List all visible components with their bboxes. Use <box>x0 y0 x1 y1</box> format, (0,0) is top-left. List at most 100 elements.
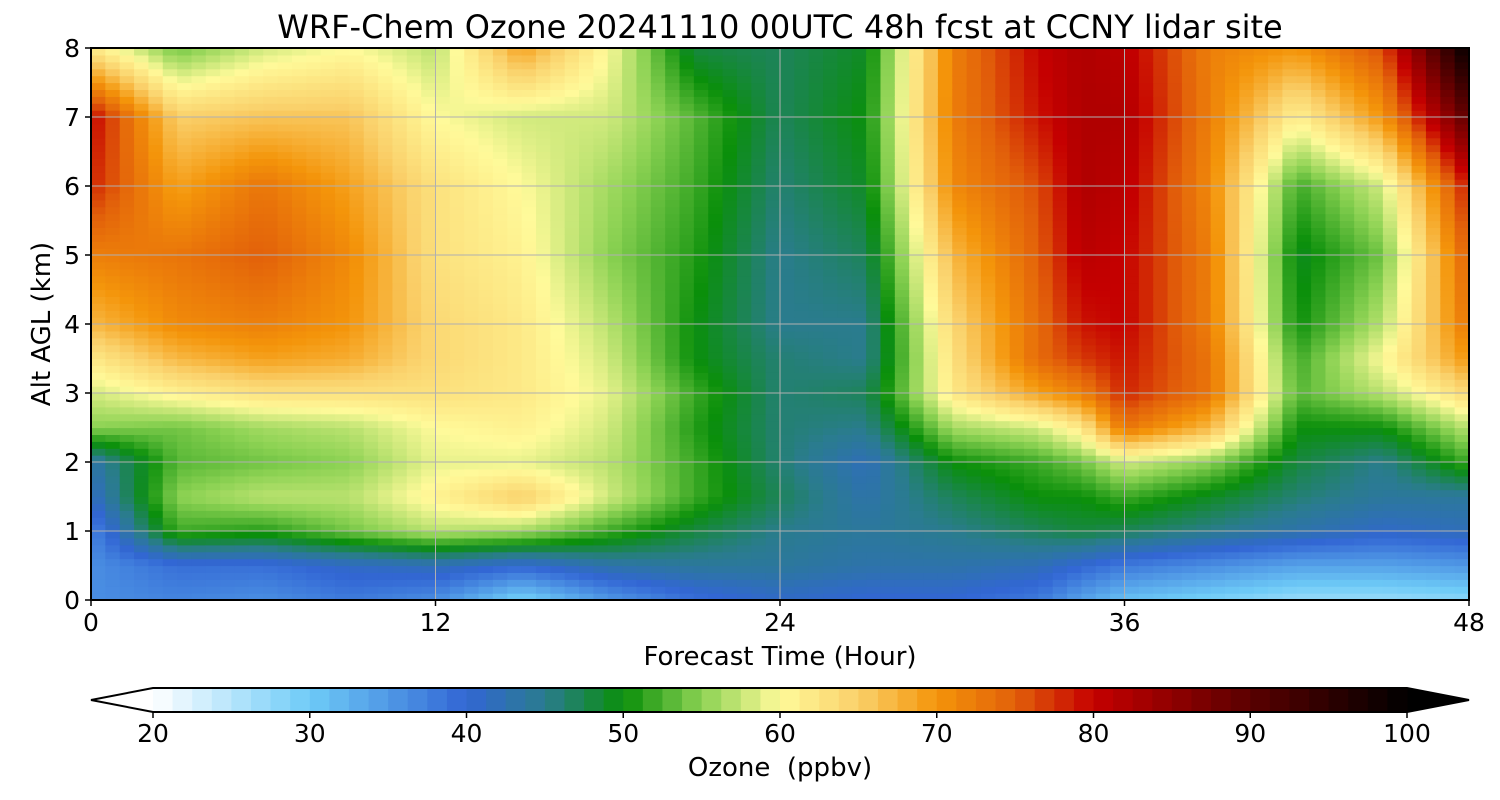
heatmap-cell <box>349 551 365 560</box>
heatmap-cell <box>923 489 939 498</box>
heatmap-cell <box>449 337 465 346</box>
heatmap-cell <box>952 103 968 111</box>
heatmap-cell <box>550 179 566 187</box>
heatmap-cell <box>105 282 121 291</box>
heatmap-cell <box>665 406 681 415</box>
heatmap-cell <box>234 241 250 249</box>
heatmap-cell <box>378 206 394 215</box>
heatmap-cell <box>335 199 350 208</box>
heatmap-cell <box>952 572 968 580</box>
heatmap-cell <box>837 289 853 297</box>
heatmap-cell <box>421 531 437 539</box>
heatmap-cell <box>722 158 738 166</box>
heatmap-cell <box>550 317 566 325</box>
heatmap-cell <box>808 468 824 477</box>
heatmap-cell <box>909 75 925 84</box>
heatmap-cell <box>320 199 336 208</box>
heatmap-cell <box>464 406 480 415</box>
heatmap-cell <box>966 68 982 77</box>
heatmap-cell <box>851 462 867 470</box>
heatmap-cell <box>636 517 652 525</box>
heatmap-cell <box>679 165 695 173</box>
heatmap-cell <box>708 213 724 222</box>
heatmap-cell <box>937 475 953 484</box>
heatmap-cell <box>593 441 609 449</box>
heatmap-cell <box>607 96 623 104</box>
heatmap-cell <box>421 468 437 477</box>
heatmap-cell <box>851 227 867 235</box>
heatmap-cell <box>937 441 953 449</box>
heatmap-cell <box>134 551 150 560</box>
heatmap-cell <box>708 220 724 228</box>
heatmap-cell <box>105 82 121 90</box>
heatmap-cell <box>162 572 178 580</box>
heatmap-cell <box>162 593 178 601</box>
heatmap-cell <box>722 192 738 201</box>
heatmap-cell <box>248 337 264 346</box>
heatmap-cell <box>665 468 681 477</box>
heatmap-cell <box>478 455 494 463</box>
heatmap-cell <box>392 199 408 208</box>
heatmap-cell <box>765 413 781 422</box>
heatmap-cell <box>91 489 106 498</box>
heatmap-cell <box>650 268 666 277</box>
heatmap-cell <box>521 531 537 539</box>
heatmap-cell <box>105 475 121 484</box>
heatmap-cell <box>306 448 322 456</box>
heatmap-cell <box>808 427 824 435</box>
heatmap-cell <box>191 579 207 587</box>
heatmap-cell <box>665 489 681 498</box>
heatmap-cell <box>148 144 164 153</box>
heatmap-cell <box>421 365 437 373</box>
heatmap-cell <box>335 351 350 360</box>
heatmap-cell <box>521 365 537 373</box>
heatmap-cell <box>765 365 781 373</box>
heatmap-cell <box>636 441 652 449</box>
heatmap-cell <box>564 531 580 539</box>
heatmap-cell <box>421 558 437 567</box>
heatmap-cell <box>909 110 925 118</box>
heatmap-cell <box>837 248 853 256</box>
heatmap-cell <box>851 531 867 539</box>
heatmap-cell <box>306 110 322 118</box>
heatmap-cell <box>693 503 709 511</box>
heatmap-cell <box>291 213 307 222</box>
heatmap-cell <box>105 199 121 208</box>
heatmap-cell <box>449 468 465 477</box>
heatmap-cell <box>708 303 724 311</box>
heatmap-cell <box>464 186 480 194</box>
heatmap-cell <box>909 54 925 63</box>
heatmap-cell <box>736 468 752 477</box>
heatmap-cell <box>492 268 508 277</box>
heatmap-cell <box>894 137 910 146</box>
heatmap-cell <box>722 82 738 90</box>
heatmap-cell <box>277 255 293 263</box>
heatmap-cell <box>148 531 164 539</box>
heatmap-cell <box>306 441 322 449</box>
heatmap-cell <box>794 255 810 263</box>
heatmap-cell <box>191 406 207 415</box>
heatmap-cell <box>894 324 910 332</box>
heatmap-cell <box>406 192 422 201</box>
heatmap-cell <box>550 551 566 560</box>
heatmap-cell <box>464 268 480 277</box>
heatmap-cell <box>291 151 307 159</box>
heatmap-cell <box>923 441 939 449</box>
heatmap-cell <box>234 206 250 215</box>
heatmap-cell <box>909 462 925 470</box>
heatmap-cell <box>220 468 236 477</box>
heatmap-cell <box>277 420 293 429</box>
heatmap-cell <box>291 365 307 373</box>
heatmap-cell <box>650 206 666 215</box>
heatmap-cell <box>464 358 480 366</box>
heatmap-cell <box>205 54 221 63</box>
heatmap-cell <box>177 275 193 284</box>
heatmap-cell <box>894 448 910 456</box>
heatmap-cell <box>363 455 379 463</box>
heatmap-cell <box>866 199 882 208</box>
heatmap-cell <box>521 475 537 484</box>
heatmap-cell <box>291 158 307 166</box>
heatmap-cell <box>937 268 953 277</box>
heatmap-cell <box>435 54 451 63</box>
heatmap-cell <box>134 82 150 90</box>
